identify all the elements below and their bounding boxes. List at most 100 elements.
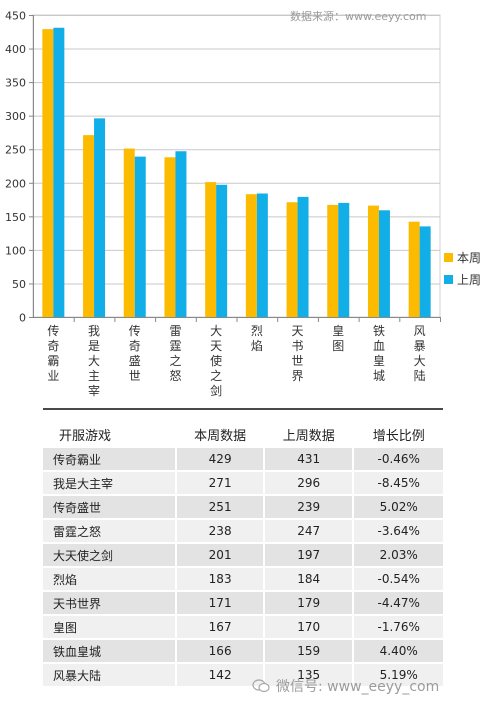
data-table: 开服游戏 本周数据 上周数据 增长比例 传奇霸业 429 431 -0.46% 我是大主… bbox=[43, 420, 443, 688]
legend-item-this-week: 本周 bbox=[444, 246, 481, 268]
x-tick-label: 烈焰 bbox=[251, 324, 263, 353]
y-tick-label: 0 bbox=[19, 312, 26, 325]
y-tick-label: 150 bbox=[5, 211, 26, 224]
cell-growth: -1.76% bbox=[354, 616, 443, 638]
bar-last-week bbox=[53, 27, 65, 318]
bar-this-week bbox=[245, 194, 257, 317]
table-row: 雷霆之怒 238 247 -3.64% bbox=[43, 520, 443, 542]
table-row: 我是大主宰 271 296 -8.45% bbox=[43, 472, 443, 494]
cell-game: 大天使之剑 bbox=[43, 544, 176, 566]
x-tick-label: 雷霆之怒 bbox=[169, 324, 181, 383]
table-row: 铁血皇城 166 159 4.40% bbox=[43, 640, 443, 662]
bar-this-week bbox=[408, 221, 420, 317]
bar-this-week bbox=[42, 29, 54, 318]
bar-this-week bbox=[367, 205, 379, 317]
header-game: 开服游戏 bbox=[59, 428, 112, 444]
header-last-week: 上周数据 bbox=[282, 428, 335, 444]
legend-swatch-this-week bbox=[444, 252, 453, 262]
cell-game: 烈焰 bbox=[43, 568, 176, 590]
bar-this-week bbox=[205, 182, 217, 317]
legend-label-this-week: 本周 bbox=[457, 250, 482, 265]
bar-last-week bbox=[419, 226, 431, 317]
cell-this-week: 251 bbox=[177, 496, 263, 518]
cell-last-week: 170 bbox=[264, 616, 353, 638]
cell-last-week: 247 bbox=[264, 520, 353, 542]
cell-game: 铁血皇城 bbox=[43, 640, 176, 662]
bar-this-week bbox=[286, 202, 298, 317]
x-tick-label: 皇图 bbox=[332, 324, 344, 353]
y-tick-label: 350 bbox=[5, 77, 26, 90]
bar-last-week bbox=[338, 202, 350, 317]
x-tick-label: 大天使之剑 bbox=[210, 324, 222, 398]
cell-game: 传奇霸业 bbox=[43, 448, 176, 470]
cell-growth: 5.02% bbox=[354, 496, 443, 518]
cell-this-week: 271 bbox=[177, 472, 263, 494]
cell-last-week: 197 bbox=[264, 544, 353, 566]
y-tick-label: 250 bbox=[5, 144, 26, 157]
table-header-row: 开服游戏 本周数据 上周数据 增长比例 bbox=[43, 420, 443, 448]
cell-growth: -0.46% bbox=[354, 448, 443, 470]
wechat-icon bbox=[252, 679, 270, 693]
cell-growth: -3.64% bbox=[354, 520, 443, 542]
cell-game: 风暴大陆 bbox=[43, 664, 176, 686]
cell-growth: -0.54% bbox=[354, 568, 443, 590]
x-tick-label: 天书世界 bbox=[292, 324, 304, 383]
cell-growth: 5.19% bbox=[354, 664, 443, 686]
bar-this-week bbox=[327, 204, 339, 317]
bar-this-week bbox=[83, 135, 95, 317]
legend-item-last-week: 上周 bbox=[444, 268, 481, 290]
y-tick-label: 200 bbox=[5, 177, 26, 190]
bar-last-week bbox=[94, 118, 106, 318]
cell-last-week: 179 bbox=[264, 592, 353, 614]
cell-this-week: 167 bbox=[177, 616, 263, 638]
cell-growth: 4.40% bbox=[354, 640, 443, 662]
bar-last-week bbox=[175, 151, 187, 317]
legend-swatch-last-week bbox=[444, 274, 453, 284]
cell-growth: 2.03% bbox=[354, 544, 443, 566]
x-tick-label: 铁血皇城 bbox=[373, 324, 385, 383]
table-row: 大天使之剑 201 197 2.03% bbox=[43, 544, 443, 566]
table-row: 天书世界 171 179 -4.47% bbox=[43, 592, 443, 614]
bar-last-week bbox=[297, 196, 309, 317]
table-row: 皇图 167 170 -1.76% bbox=[43, 616, 443, 638]
bar-last-week bbox=[378, 210, 390, 317]
cell-this-week: 429 bbox=[177, 448, 263, 470]
table-row: 风暴大陆 142 135 5.19% bbox=[43, 664, 443, 686]
header-this-week: 本周数据 bbox=[194, 428, 247, 444]
bar-this-week bbox=[164, 157, 176, 317]
table-row: 传奇霸业 429 431 -0.46% bbox=[43, 448, 443, 470]
chart-legend: 本周 上周 bbox=[444, 246, 481, 290]
x-tick-label: 传奇盛世 bbox=[129, 323, 141, 383]
cell-game: 皇图 bbox=[43, 616, 176, 638]
cell-this-week: 183 bbox=[177, 568, 263, 590]
table-row: 烈焰 183 184 -0.54% bbox=[43, 568, 443, 590]
cell-this-week: 201 bbox=[177, 544, 263, 566]
cell-last-week: 239 bbox=[264, 496, 353, 518]
cell-this-week: 166 bbox=[177, 640, 263, 662]
y-tick-label: 50 bbox=[12, 278, 26, 291]
bar-chart: 0 50 100 150 200 250 300 350 400 450 传奇霸业 我是大主宰 传奇盛世… bbox=[5, 10, 441, 398]
cell-game: 雷霆之怒 bbox=[43, 520, 176, 542]
y-tick-label: 400 bbox=[5, 43, 26, 56]
x-tick-label: 我是大主宰 bbox=[88, 324, 100, 398]
bar-this-week bbox=[123, 148, 135, 317]
legend-label-last-week: 上周 bbox=[457, 272, 482, 287]
x-tick-label: 风暴大陆 bbox=[414, 324, 426, 383]
bar-last-week bbox=[134, 156, 146, 317]
x-tick-label: 传奇霸业 bbox=[47, 323, 59, 383]
cell-game: 我是大主宰 bbox=[43, 472, 176, 494]
table-row: 传奇盛世 251 239 5.02% bbox=[43, 496, 443, 518]
cell-game: 传奇盛世 bbox=[43, 496, 176, 518]
bar-last-week bbox=[256, 193, 268, 317]
table-divider bbox=[43, 408, 443, 410]
table-body: 传奇霸业 429 431 -0.46% 我是大主宰 271 296 -8.45% 传奇盛世 251… bbox=[43, 448, 443, 686]
header-growth: 增长比例 bbox=[372, 428, 425, 444]
y-tick-label: 300 bbox=[5, 110, 26, 123]
cell-growth: -4.47% bbox=[354, 592, 443, 614]
cell-last-week: 296 bbox=[264, 472, 353, 494]
y-tick-label: 100 bbox=[5, 244, 26, 257]
cell-last-week: 135 bbox=[264, 664, 353, 686]
y-tick-label: 450 bbox=[5, 10, 26, 23]
watermark-text: 微信号: www_eeyy_com bbox=[276, 679, 440, 695]
data-source-label: 数据来源：www.eeyy.com bbox=[290, 10, 427, 23]
